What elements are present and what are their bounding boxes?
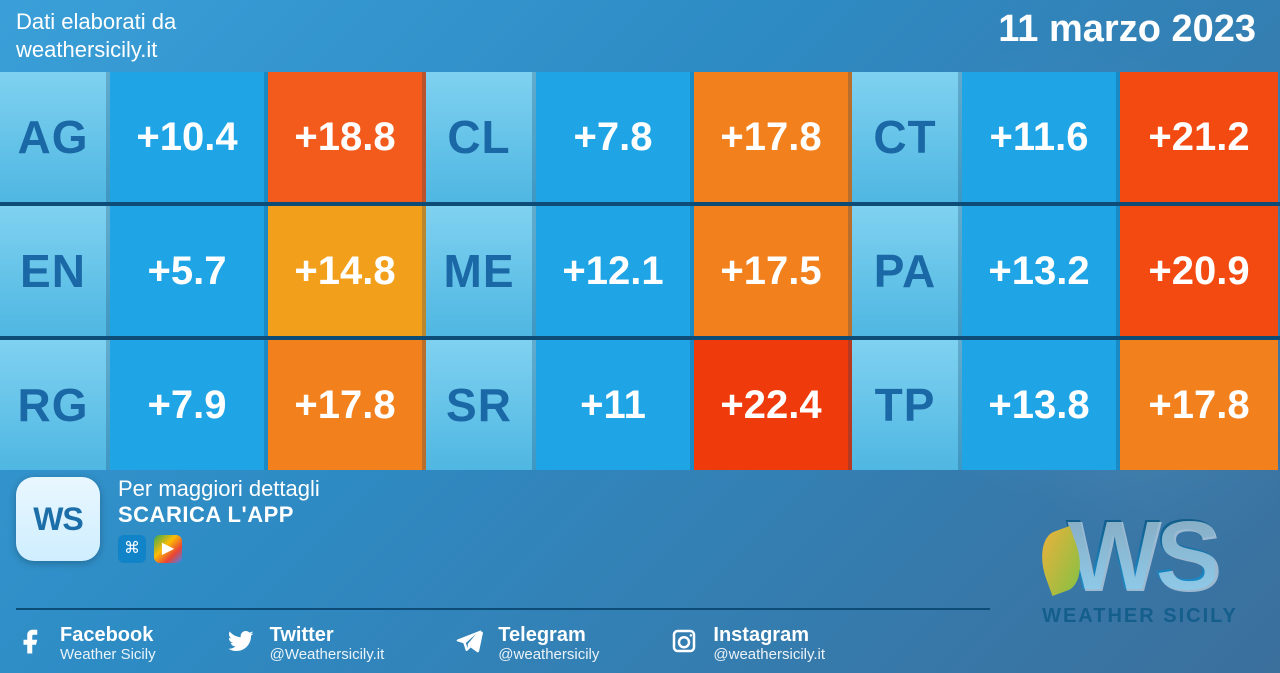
promo-text: Per maggiori dettagli SCARICA L'APP ⌘ ▶ bbox=[118, 476, 320, 563]
province-code: TP bbox=[852, 340, 962, 470]
temp-high: +21.2 bbox=[1120, 72, 1278, 202]
temp-low: +7.8 bbox=[536, 72, 694, 202]
ws-badge-text: WS bbox=[33, 501, 83, 538]
telegram-icon bbox=[454, 626, 484, 661]
ws-logo-large: WS WEATHER SICILY bbox=[1010, 463, 1270, 663]
province-code: ME bbox=[426, 206, 536, 336]
facebook-icon bbox=[16, 626, 46, 661]
temperature-grid: AG+10.4+18.8CL+7.8+17.8CT+11.6+21.2EN+5.… bbox=[0, 72, 1280, 470]
social-label: Telegram bbox=[498, 624, 599, 646]
social-label: Facebook bbox=[60, 624, 156, 646]
header: Dati elaborati da weathersicily.it 11 ma… bbox=[16, 8, 1256, 63]
grid-row: RG+7.9+17.8SR+11+22.4TP+13.8+17.8 bbox=[0, 340, 1280, 470]
social-handle: @weathersicily.it bbox=[713, 646, 825, 663]
social-bar: FacebookWeather Sicily Twitter@Weathersic… bbox=[16, 608, 990, 663]
ws-logo-mark: WS bbox=[1065, 498, 1214, 613]
temp-high: +17.8 bbox=[1120, 340, 1278, 470]
province-code: SR bbox=[426, 340, 536, 470]
social-handle: @weathersicily bbox=[498, 646, 599, 663]
temp-low: +11 bbox=[536, 340, 694, 470]
temp-high: +14.8 bbox=[268, 206, 426, 336]
social-instagram[interactable]: Instagram@weathersicily.it bbox=[669, 624, 825, 663]
promo-line2: SCARICA L'APP bbox=[118, 502, 320, 528]
grid-row: EN+5.7+14.8ME+12.1+17.5PA+13.2+20.9 bbox=[0, 206, 1280, 340]
temp-low: +7.9 bbox=[110, 340, 268, 470]
temp-high: +18.8 bbox=[268, 72, 426, 202]
temp-low: +11.6 bbox=[962, 72, 1120, 202]
appstore-icon[interactable]: ⌘ bbox=[118, 535, 146, 563]
date: 11 marzo 2023 bbox=[998, 8, 1256, 51]
temp-low: +12.1 bbox=[536, 206, 694, 336]
province-code: CT bbox=[852, 72, 962, 202]
province-code: AG bbox=[0, 72, 110, 202]
province-code: CL bbox=[426, 72, 536, 202]
province-code: RG bbox=[0, 340, 110, 470]
source-line1: Dati elaborati da bbox=[16, 8, 176, 36]
province-code: PA bbox=[852, 206, 962, 336]
temp-high: +17.8 bbox=[694, 72, 852, 202]
social-twitter[interactable]: Twitter@Weathersicily.it bbox=[226, 624, 385, 663]
promo-line1: Per maggiori dettagli bbox=[118, 476, 320, 502]
social-telegram[interactable]: Telegram@weathersicily bbox=[454, 624, 599, 663]
ws-app-badge: WS bbox=[16, 477, 100, 561]
temp-high: +20.9 bbox=[1120, 206, 1278, 336]
data-source: Dati elaborati da weathersicily.it bbox=[16, 8, 176, 63]
temp-high: +22.4 bbox=[694, 340, 852, 470]
instagram-icon bbox=[669, 626, 699, 661]
social-facebook[interactable]: FacebookWeather Sicily bbox=[16, 624, 156, 663]
temp-low: +10.4 bbox=[110, 72, 268, 202]
store-icons: ⌘ ▶ bbox=[118, 535, 320, 563]
grid-row: AG+10.4+18.8CL+7.8+17.8CT+11.6+21.2 bbox=[0, 72, 1280, 206]
twitter-icon bbox=[226, 626, 256, 661]
temp-high: +17.5 bbox=[694, 206, 852, 336]
social-label: Instagram bbox=[713, 624, 825, 646]
province-code: EN bbox=[0, 206, 110, 336]
source-line2: weathersicily.it bbox=[16, 36, 176, 64]
temp-low: +13.2 bbox=[962, 206, 1120, 336]
temp-low: +13.8 bbox=[962, 340, 1120, 470]
temp-low: +5.7 bbox=[110, 206, 268, 336]
social-handle: @Weathersicily.it bbox=[270, 646, 385, 663]
temp-high: +17.8 bbox=[268, 340, 426, 470]
social-label: Twitter bbox=[270, 624, 385, 646]
social-handle: Weather Sicily bbox=[60, 646, 156, 663]
googleplay-icon[interactable]: ▶ bbox=[154, 535, 182, 563]
